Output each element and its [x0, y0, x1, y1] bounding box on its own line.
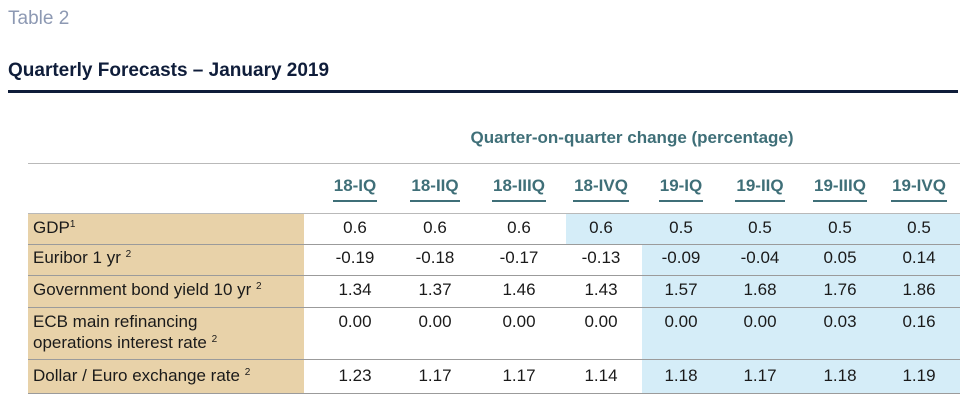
table-cell: 1.23 [338, 366, 372, 385]
table-cell: 1.34 [338, 280, 372, 299]
footnote-marker: 2 [244, 367, 251, 378]
table-cell: 0.5 [828, 218, 852, 237]
column-header-label: 18-IVQ [573, 176, 629, 202]
footnote-marker: 2 [125, 249, 132, 260]
table-cell: 0.5 [748, 218, 772, 237]
column-header: 19-IIQ [720, 176, 800, 206]
table-cell: -0.09 [661, 248, 701, 267]
table-cell: 0.00 [743, 312, 777, 331]
footnote-marker: 2 [256, 281, 262, 292]
table-cell: 1.18 [664, 366, 698, 385]
table-cell: 1.43 [584, 280, 618, 299]
column-header: 19-IIIQ [800, 176, 880, 206]
table-cell: 1.57 [664, 280, 698, 299]
table-cell: 1.18 [823, 366, 857, 385]
label-column-background [28, 213, 304, 393]
table-cell: 1.19 [902, 366, 936, 385]
table-cell: 0.00 [418, 312, 452, 331]
column-header: 18-IIIQ [479, 176, 559, 206]
row-divider [28, 359, 960, 360]
forecast-highlight [642, 244, 960, 393]
table-cell: 1.68 [743, 280, 777, 299]
table-cell: 0.6 [507, 218, 531, 237]
table-cell: -0.13 [581, 248, 621, 267]
table-cell: 0.6 [423, 218, 447, 237]
table-cell: 1.17 [743, 366, 777, 385]
column-header: 18-IIQ [395, 176, 475, 206]
row-divider [28, 275, 960, 276]
row-divider [28, 393, 960, 394]
row-label-line: ECB main refinancing [33, 312, 198, 331]
column-header-label: 18-IIQ [410, 176, 460, 202]
table-cell: -0.04 [740, 248, 780, 267]
table-number-label: Table 2 [8, 8, 70, 29]
column-header-label: 19-IVQ [891, 176, 947, 202]
table-cell: 1.86 [902, 280, 936, 299]
row-label: ECB main refinancing operations interest … [33, 311, 217, 353]
forecast-highlight [566, 213, 960, 244]
table-cell: 1.17 [418, 366, 452, 385]
table-title: Quarterly Forecasts – January 2019 [8, 60, 330, 81]
column-header: 19-IQ [641, 176, 721, 206]
row-label: Government bond yield 10 yr 2 [33, 279, 262, 300]
table-cell: -0.19 [335, 248, 375, 267]
column-header-label: 19-IIQ [735, 176, 785, 202]
row-divider [28, 213, 960, 214]
row-divider [28, 307, 960, 308]
row-label-text: Dollar / Euro exchange rate [33, 366, 240, 385]
table-cell: 1.14 [584, 366, 618, 385]
table-cell: 0.00 [584, 312, 618, 331]
column-header-label: 19-IIIQ [813, 176, 867, 202]
row-label-line: operations interest rate 2 [33, 332, 217, 353]
table-cell: 0.16 [902, 312, 936, 331]
table-cell: 1.17 [502, 366, 536, 385]
footnote-marker: 1 [69, 219, 76, 230]
table-cell: 0.05 [823, 248, 857, 267]
row-label-text: operations interest rate [33, 333, 207, 352]
column-header-label: 18-IQ [332, 176, 378, 202]
row-label-text: Euribor 1 yr [33, 248, 121, 267]
table-cell: 1.46 [502, 280, 536, 299]
column-header: 18-IVQ [561, 176, 641, 206]
row-label: Dollar / Euro exchange rate 2 [33, 365, 250, 386]
header-divider [28, 163, 960, 164]
table-cell: 0.00 [338, 312, 372, 331]
table-cell: 1.37 [418, 280, 452, 299]
table-cell: 0.6 [589, 218, 613, 237]
table-cell: 0.00 [664, 312, 698, 331]
table-cell: -0.17 [499, 248, 539, 267]
footnote-marker: 2 [211, 334, 218, 345]
column-header-label: 18-IIIQ [492, 176, 546, 202]
table-cell: -0.18 [415, 248, 455, 267]
table-cell: 0.5 [669, 218, 693, 237]
table-cell: 0.14 [902, 248, 936, 267]
row-divider [28, 244, 960, 245]
table-cell: 0.6 [343, 218, 367, 237]
row-label-text: Government bond yield 10 yr [33, 280, 252, 299]
row-label-text: GDP [33, 218, 70, 237]
table-cell: 1.76 [823, 280, 857, 299]
row-label: GDP1 [33, 217, 75, 238]
column-header: 19-IVQ [879, 176, 959, 206]
table-subheading: Quarter-on-quarter change (percentage) [470, 128, 794, 147]
table-cell: 0.00 [502, 312, 536, 331]
column-header-label: 19-IQ [658, 176, 704, 202]
row-label: Euribor 1 yr 2 [33, 247, 131, 268]
title-divider [8, 90, 958, 93]
table-cell: 0.03 [823, 312, 857, 331]
column-header: 18-IQ [315, 176, 395, 206]
table-cell: 0.5 [907, 218, 931, 237]
